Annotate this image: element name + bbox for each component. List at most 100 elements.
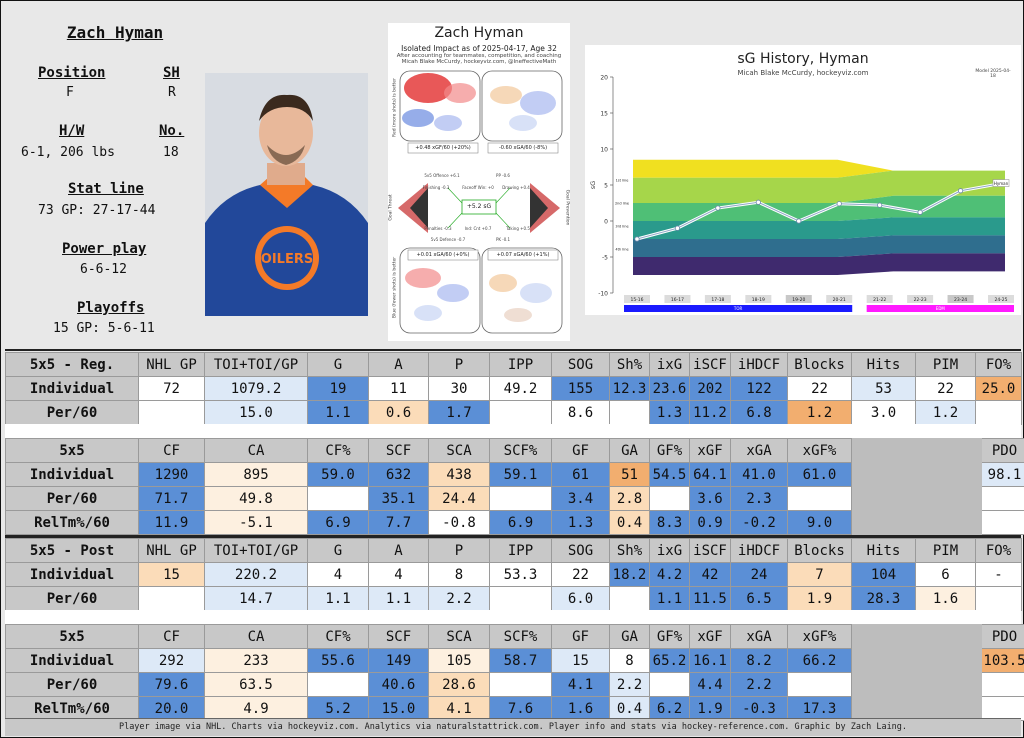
- stat-cell: 1.3: [551, 510, 610, 535]
- stat-cell: 58.7: [489, 648, 552, 673]
- team-bar-edm-label: EDM: [936, 306, 946, 311]
- stat-cell: 103.5: [981, 648, 1024, 673]
- column-header: SCF%: [489, 624, 552, 649]
- impact-note-2: Micah Blake McCurdy, hockeyviz.com, @Ine…: [401, 59, 557, 65]
- column-header: Sh%: [609, 538, 650, 563]
- column-header: Sh%: [609, 352, 650, 377]
- stat-cell: 1.2: [915, 400, 976, 425]
- section-gap: [5, 610, 1021, 624]
- stat-cell: 19: [307, 376, 369, 401]
- shoots-value: R: [168, 85, 176, 100]
- stat-cell: 65.2: [649, 648, 690, 673]
- table-header-row: 5x5 - Reg. NHL GP TOI+TOI/GP G A P IPP SOG Sh% ix…: [5, 352, 1022, 377]
- x-tick-label: 23-24: [954, 297, 967, 303]
- table-row: Per/60 15.0 1.1 0.6 1.7 8.6 1.3 11.2 6.8 1.2 3.0 1.…: [5, 400, 1022, 425]
- series-legend-box: [992, 179, 1010, 187]
- row-label: Per/60: [5, 586, 139, 611]
- stat-cell: 3.0: [851, 400, 916, 425]
- table-section-title: 5x5 - Reg.: [5, 352, 139, 377]
- stat-cell: 20.0: [138, 696, 205, 721]
- y-tick-label: 0: [604, 219, 608, 226]
- stat-cell: 0.4: [609, 510, 650, 535]
- column-header: IPP: [489, 538, 552, 563]
- stat-cell: [307, 486, 369, 511]
- column-header: TOI+TOI/GP: [204, 352, 308, 377]
- data-point: [634, 236, 640, 242]
- stat-cell: 40.6: [368, 672, 429, 697]
- stat-cell: 12.3: [609, 376, 650, 401]
- stat-cell: 1.7: [428, 400, 490, 425]
- stat-cell: [981, 672, 1024, 697]
- impact-axis-bottom: Blue (fewer shots) is better: [392, 256, 398, 319]
- stat-cell: [851, 486, 982, 511]
- y-tick-label: 15: [600, 111, 608, 118]
- stat-cell: 104: [851, 562, 916, 587]
- impact-label-pp: PP -0.6: [496, 173, 510, 178]
- data-point: [755, 199, 761, 205]
- column-header: PIM: [915, 352, 976, 377]
- stat-cell: 1.6: [551, 696, 610, 721]
- stat-cell: 438: [428, 462, 490, 487]
- column-header: CF: [138, 624, 205, 649]
- stat-cell: 54.5: [649, 462, 690, 487]
- table-section-title: 5x5 - Post: [5, 538, 139, 563]
- column-header: G: [307, 352, 369, 377]
- stat-cell: 30: [428, 376, 490, 401]
- team-bar-tor-label: TOR: [733, 306, 743, 311]
- section-gap: [5, 424, 1021, 438]
- stat-cell: [787, 672, 852, 697]
- stat-cell: 5.2: [307, 696, 369, 721]
- row-label: Individual: [5, 462, 139, 487]
- column-header: xGF: [689, 438, 731, 463]
- stat-cell: 11.2: [689, 400, 731, 425]
- line-band-area: [633, 217, 1005, 239]
- column-header: xGF%: [787, 438, 852, 463]
- table-row: RelTm%/60 20.0 4.9 5.2 15.0 4.1 7.6 1.6 0.4 6.2 1.…: [5, 696, 1024, 721]
- footer-credits: Player image via NHL. Charts via hockeyv…: [5, 718, 1021, 736]
- stat-cell: 8.6: [551, 400, 610, 425]
- table-row: Per/60 71.7 49.8 35.1 24.4 3.4 2.8 3.6 2.3: [5, 486, 1024, 511]
- stat-cell: 59.1: [489, 462, 552, 487]
- season-label-box: [866, 295, 893, 303]
- stat-cell: 22: [915, 376, 976, 401]
- shoots-label: SH: [163, 65, 180, 81]
- height-weight-label: H/W: [59, 123, 85, 139]
- band-label: 4th line: [615, 248, 628, 252]
- stat-cell: 28.6: [428, 672, 490, 697]
- stat-cell: 24: [730, 562, 788, 587]
- stat-cell: 155: [551, 376, 610, 401]
- x-tick-label: 19-20: [792, 297, 805, 303]
- column-header: GF%: [649, 624, 690, 649]
- stat-cell: 28.3: [851, 586, 916, 611]
- stat-cell: 2.2: [609, 672, 650, 697]
- stat-cell: 1.9: [689, 696, 731, 721]
- row-label: Individual: [5, 562, 139, 587]
- stat-cell: 4: [307, 562, 369, 587]
- table-row: Per/60 14.7 1.1 1.1 2.2 6.0 1.1 11.5 6.5 1.9 28.3 1…: [5, 586, 1022, 611]
- stat-line-label: Stat line: [68, 181, 144, 197]
- position-label: Position: [38, 65, 106, 81]
- stat-cell: [609, 586, 650, 611]
- stat-cell: 15.0: [368, 696, 429, 721]
- impact-label-penalties: Penalties -0.3: [424, 226, 452, 231]
- table-header-row: 5x5 CF CA CF% SCF SCA SCF% GF GA GF% xGF xGA xGF% PDO: [5, 624, 1024, 649]
- stat-cell: 1.9: [787, 586, 852, 611]
- data-point: [674, 225, 681, 231]
- position-value: F: [66, 85, 74, 100]
- stat-cell: 53: [851, 376, 916, 401]
- sg-history-chart: sG History, Hyman Micah Blake McCurdy, h…: [585, 45, 1021, 315]
- number-label: No.: [159, 123, 185, 139]
- impact-label-ind: Ind: Cnt +0.7: [464, 226, 492, 231]
- impact-label-finishing: Finishing -0.3: [422, 185, 450, 190]
- stat-cell: 6.0: [551, 586, 610, 611]
- stat-cell: 11.9: [138, 510, 205, 535]
- season-label-box: [907, 295, 934, 303]
- column-header: TOI+TOI/GP: [204, 538, 308, 563]
- number-value: 18: [163, 145, 179, 160]
- season-label-box: [664, 295, 691, 303]
- table-row: Per/60 79.6 63.5 40.6 28.6 4.1 2.2 4.4 2.2: [5, 672, 1024, 697]
- impact-label-drawing: Drawing +0.4: [502, 185, 530, 190]
- stat-cell: 895: [204, 462, 308, 487]
- season-label-box: [947, 295, 974, 303]
- stat-cell: 3.4: [551, 486, 610, 511]
